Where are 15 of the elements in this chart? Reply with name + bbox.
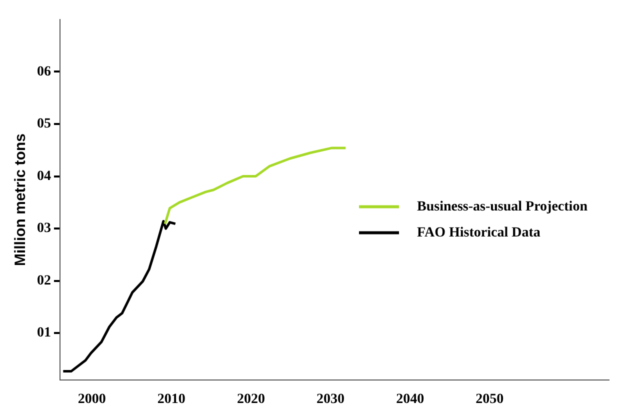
x-tick-label: 2050 [476, 392, 504, 408]
y-tick-label: 02 [37, 273, 51, 288]
x-tick-label: 2010 [157, 392, 186, 408]
y-axis-title: Million metric tons [12, 134, 30, 266]
x-tick-label: 2040 [396, 392, 424, 408]
y-tick-label: 05 [37, 116, 51, 132]
x-tick-label: 2020 [236, 392, 265, 408]
x-tick-label: 2030 [316, 392, 345, 408]
y-tick-label: 01 [37, 326, 51, 341]
legend-label: Business-as-usual Projection [417, 199, 588, 214]
y-tick-label: 04 [37, 168, 51, 184]
legend-label: FAO Historical Data [417, 225, 540, 240]
x-tick-label: 2000 [78, 392, 106, 408]
y-tick-label: 06 [37, 64, 51, 80]
y-tick-label: 03 [37, 221, 51, 236]
